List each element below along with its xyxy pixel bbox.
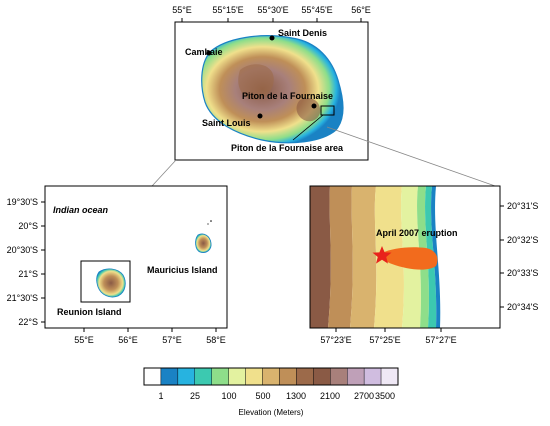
legend-swatch — [228, 367, 246, 386]
left-x-tick-label: 56°E — [118, 335, 138, 345]
piton-marker — [311, 103, 317, 109]
legend-swatch — [347, 367, 365, 386]
legend-swatch — [262, 367, 280, 386]
reunion-small-relief — [96, 268, 126, 298]
right-y-tick-label: 20°32'S — [507, 235, 538, 245]
right-map: April 2007 eruption 20°31'S 20°32'S 20°3… — [309, 185, 538, 345]
legend-swatch — [279, 367, 297, 386]
legend-tick-label: 1300 — [286, 391, 306, 401]
place-label-cambaie: Cambaie — [185, 47, 223, 57]
legend-swatches — [143, 367, 399, 386]
legend-swatch — [296, 367, 314, 386]
legend-swatch — [194, 367, 212, 386]
left-y-tick-label: 21°30'S — [7, 293, 38, 303]
top-x-tick-label: 56°E — [351, 5, 371, 15]
legend-tick-label: 100 — [221, 391, 236, 401]
saint-louis-marker — [257, 113, 263, 119]
saint-denis-marker — [269, 35, 275, 41]
island-label-mauritius: Mauricius Island — [147, 265, 218, 275]
area-box — [320, 105, 335, 116]
place-label-saint-louis: Saint Louis — [202, 118, 251, 128]
legend-swatch — [160, 367, 179, 386]
left-x-tick-label: 55°E — [74, 335, 94, 345]
legend-tick-label: 500 — [255, 391, 270, 401]
left-x-tick-label: 58°E — [206, 335, 226, 345]
left-y-tick-label: 22°S — [18, 317, 38, 327]
legend-swatch — [245, 367, 263, 386]
right-map-x-ticks: 57°23'E 57°25'E 57°27'E — [320, 328, 457, 345]
right-y-tick-label: 20°34'S — [507, 302, 538, 312]
right-map-y-ticks: 20°31'S 20°32'S 20°33'S 20°34'S — [500, 201, 538, 312]
right-y-tick-label: 20°33'S — [507, 268, 538, 278]
left-map-y-ticks: 19°30'S 20°S 20°30'S 21°S 21°30'S 22°S — [7, 197, 45, 327]
legend-swatch — [363, 367, 382, 386]
place-label-piton: Piton de la Fournaise — [242, 91, 333, 101]
right-x-tick-label: 57°27'E — [425, 335, 456, 345]
legend-swatch — [177, 367, 196, 386]
left-y-tick-label: 21°S — [18, 269, 38, 279]
lava-flow — [381, 247, 438, 270]
legend-swatch — [211, 367, 229, 386]
eruption-label: April 2007 eruption — [376, 228, 458, 238]
eruption-star-marker — [372, 246, 392, 264]
top-map-x-ticks: 55°E 55°15'E 55°30'E 55°45'E 56°E — [172, 5, 371, 22]
connector-line — [326, 126, 499, 188]
area-label: Piton de la Fournaise area — [231, 143, 344, 153]
legend-tick-label: 2700 — [354, 391, 374, 401]
sea-label: Indian ocean — [53, 205, 109, 215]
place-label-saint-denis: Saint Denis — [278, 28, 327, 38]
top-x-tick-label: 55°15'E — [212, 5, 243, 15]
top-x-tick-label: 55°30'E — [257, 5, 288, 15]
left-map-x-ticks: 55°E 56°E 57°E 58°E — [74, 328, 226, 345]
legend-swatch — [380, 367, 399, 386]
right-x-tick-label: 57°25'E — [369, 335, 400, 345]
reunion-inset-box — [80, 260, 131, 303]
right-x-tick-label: 57°23'E — [320, 335, 351, 345]
left-map: Indian ocean Mauricius Island Reunion Is… — [7, 185, 228, 345]
left-y-tick-label: 20°S — [18, 221, 38, 231]
legend-title: Elevation (Meters) — [239, 408, 304, 417]
legend-swatch — [143, 367, 162, 386]
left-y-tick-label: 20°30'S — [7, 245, 38, 255]
left-x-tick-label: 57°E — [162, 335, 182, 345]
top-x-tick-label: 55°E — [172, 5, 192, 15]
island-label-reunion: Reunion Island — [57, 307, 122, 317]
left-y-tick-label: 19°30'S — [7, 197, 38, 207]
legend-tick-label: 2100 — [320, 391, 340, 401]
elevation-legend: 1 25 100 500 1300 2100 2700 3500 Elevati… — [143, 367, 399, 417]
top-map: 55°E 55°15'E 55°30'E 55°45'E 56°E Saint … — [172, 5, 371, 161]
right-y-tick-label: 20°31'S — [507, 201, 538, 211]
legend-swatch — [313, 367, 331, 386]
top-x-tick-label: 55°45'E — [301, 5, 332, 15]
legend-swatch — [330, 367, 348, 386]
legend-tick-label: 25 — [190, 391, 200, 401]
mauritius-island-relief — [195, 233, 212, 253]
legend-tick-label: 1 — [158, 391, 163, 401]
cambaie-marker — [206, 50, 212, 56]
legend-tick-label: 3500 — [375, 391, 395, 401]
